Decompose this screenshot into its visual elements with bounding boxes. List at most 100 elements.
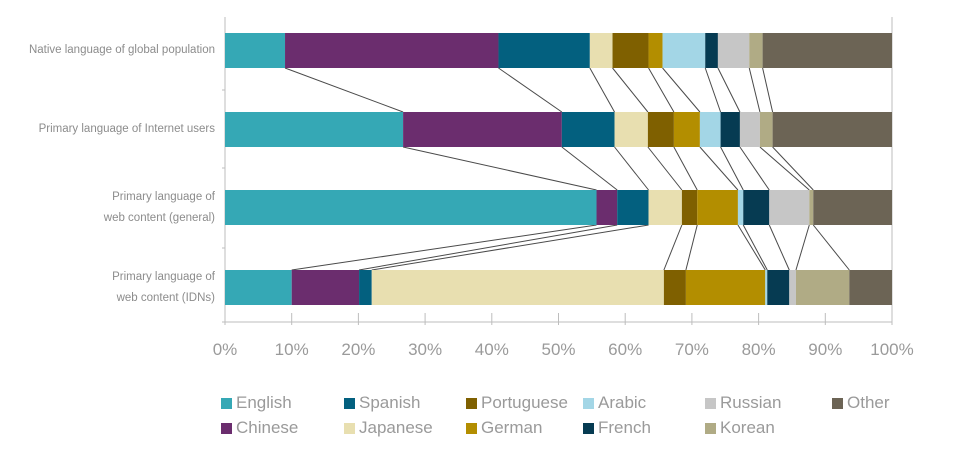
x-tick-label: 20% xyxy=(341,340,376,359)
legend-swatch-icon xyxy=(705,397,716,409)
bar-segment-french xyxy=(743,190,770,225)
x-tick-label: 80% xyxy=(741,340,776,359)
legend-swatch-icon xyxy=(221,397,232,409)
bar-segment-chinese xyxy=(285,33,499,68)
connector-line xyxy=(647,146,683,191)
legend-swatch-icon xyxy=(466,422,477,434)
bar-segment-chinese xyxy=(403,112,562,147)
bar-segment-portuguese xyxy=(612,33,649,68)
legend-item-russian: Russian xyxy=(705,393,781,413)
legend-label: English xyxy=(236,393,292,412)
x-tick-label: 100% xyxy=(870,340,914,359)
bar-segment-arabic xyxy=(737,190,744,225)
legend-label: Russian xyxy=(720,393,782,412)
row-label: Native language of global population xyxy=(29,40,215,61)
row-label-line: Primary language of xyxy=(112,270,215,283)
x-tick-label: 90% xyxy=(808,340,843,359)
connector-line xyxy=(589,67,615,113)
bar-segment-russian xyxy=(769,190,810,225)
bar-segment-portuguese xyxy=(681,190,698,225)
bar-segment-french xyxy=(767,270,790,305)
bar-segment-japanese xyxy=(371,270,664,305)
connector-line xyxy=(739,146,770,191)
legend-item-french: French xyxy=(583,418,651,438)
legend-swatch-icon xyxy=(344,422,355,434)
connector-line xyxy=(720,146,744,191)
legend-label: Other xyxy=(847,393,890,412)
bar-segment-german xyxy=(697,190,738,225)
bar-segment-english xyxy=(225,190,597,225)
legend-swatch-icon xyxy=(221,422,232,434)
connector-line xyxy=(673,146,698,191)
bar-segment-chinese xyxy=(596,190,618,225)
bar-segment-arabic xyxy=(699,112,721,147)
row-label-line: Native language of global population xyxy=(28,44,215,56)
bar-segment-german xyxy=(648,33,663,68)
legend-swatch-icon xyxy=(344,397,355,409)
connector-line xyxy=(685,224,698,271)
connector-line xyxy=(742,224,768,271)
bar-segment-portuguese xyxy=(663,270,686,305)
legend-swatch-icon xyxy=(466,397,477,409)
connector-line xyxy=(371,224,649,271)
legend-label: Korean xyxy=(720,418,775,437)
bar-segment-arabic xyxy=(662,33,706,68)
bar-segment-other xyxy=(849,270,892,305)
bar-segment-french xyxy=(720,112,740,147)
bar-segment-portuguese xyxy=(647,112,674,147)
legend-swatch-icon xyxy=(832,397,843,409)
bar-segment-arabic xyxy=(765,270,768,305)
legend-swatch-icon xyxy=(583,397,594,409)
legend-label: Japanese xyxy=(359,418,433,437)
bar-segment-korean xyxy=(749,33,763,68)
x-tick-label: 0% xyxy=(212,340,238,359)
bar-segment-russian xyxy=(717,33,750,68)
row-label: Primary language of web content (IDNs) xyxy=(112,267,215,309)
legend-item-english: English xyxy=(221,393,292,413)
row-label-line: web content (IDNs) xyxy=(116,291,215,304)
bar-segment-russian xyxy=(789,270,796,305)
legend-item-portuguese: Portuguese xyxy=(466,393,568,413)
connector-line xyxy=(561,146,618,191)
bar-segment-english xyxy=(225,33,286,68)
bar-segment-french xyxy=(705,33,718,68)
row-label-line: web content (general) xyxy=(103,211,215,224)
connector-line xyxy=(812,224,850,271)
row-label: Primary language of web content (general) xyxy=(104,187,215,229)
legend-item-spanish: Spanish xyxy=(344,393,420,413)
connector-line xyxy=(662,67,701,113)
bar-segment-spanish xyxy=(359,270,372,305)
connector-line xyxy=(748,67,761,113)
legend-item-chinese: Chinese xyxy=(221,418,298,438)
legend-label: German xyxy=(481,418,543,437)
bar-segment-english xyxy=(225,112,404,147)
bar-segment-korean xyxy=(809,190,814,225)
bar-segment-other xyxy=(762,33,892,68)
connector-line xyxy=(737,224,766,271)
legend-item-arabic: Arabic xyxy=(583,393,646,413)
legend-label: French xyxy=(598,418,651,437)
bar-segment-spanish xyxy=(617,190,649,225)
x-tick-label: 40% xyxy=(474,340,509,359)
x-tick-label: 30% xyxy=(408,340,443,359)
bar-segment-russian xyxy=(739,112,760,147)
bar-segment-chinese xyxy=(291,270,360,305)
connector-line xyxy=(663,224,683,271)
connector-line xyxy=(704,67,722,113)
bar-segment-korean xyxy=(759,112,773,147)
x-tick-label: 70% xyxy=(674,340,709,359)
bar-segment-japanese xyxy=(648,190,682,225)
connector-line xyxy=(717,67,741,113)
connector-line xyxy=(768,224,790,271)
connector-line xyxy=(699,146,739,191)
legend-swatch-icon xyxy=(583,422,594,434)
connector-line xyxy=(648,67,675,113)
legend-item-korean: Korean xyxy=(705,418,775,438)
connector-line xyxy=(759,146,810,191)
legend-swatch-icon xyxy=(705,422,716,434)
legend-label: Portuguese xyxy=(481,393,568,412)
row-label-line: Primary language of xyxy=(112,190,215,203)
connector-line xyxy=(402,146,597,191)
